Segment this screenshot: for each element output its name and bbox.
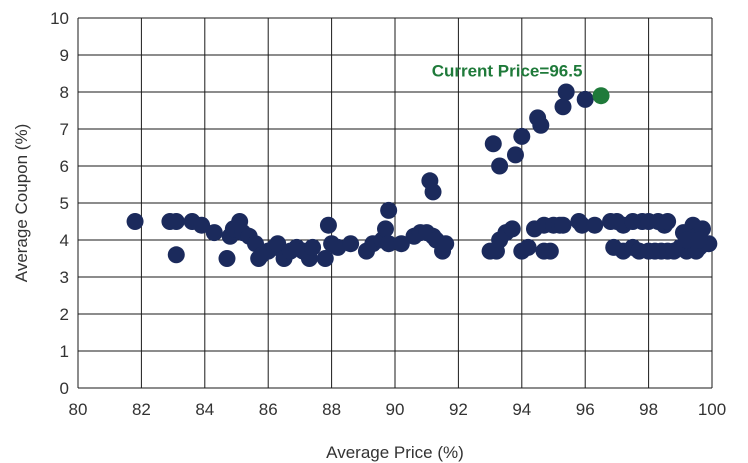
- data-point: [424, 183, 442, 201]
- y-axis-title: Average Coupon (%): [12, 124, 31, 282]
- data-point: [304, 238, 322, 256]
- data-point: [167, 246, 185, 264]
- x-tick-label: 80: [69, 400, 88, 419]
- grid: [77, 17, 713, 389]
- data-point: [554, 98, 572, 116]
- data-point: [576, 90, 594, 108]
- x-tick-label: 96: [576, 400, 595, 419]
- data-point: [437, 235, 455, 253]
- data-point: [218, 250, 236, 267]
- data-point: [541, 242, 559, 260]
- data-point: [126, 213, 144, 230]
- data-point: [269, 235, 287, 253]
- data-point: [193, 216, 211, 234]
- data-point: [513, 127, 531, 145]
- y-tick-label: 4: [60, 231, 69, 250]
- x-tick-label: 98: [639, 400, 658, 419]
- x-tick-label: 92: [449, 400, 468, 419]
- y-tick-label: 6: [60, 157, 69, 176]
- y-tick-label: 2: [60, 305, 69, 324]
- data-points: [126, 83, 718, 267]
- data-point: [319, 216, 337, 234]
- y-tick-label: 8: [60, 83, 69, 102]
- y-tick-label: 3: [60, 268, 69, 287]
- y-tick-label: 1: [60, 342, 69, 361]
- data-point: [506, 146, 524, 164]
- data-point: [678, 231, 696, 249]
- data-point: [167, 213, 185, 230]
- current-price-point: [592, 87, 610, 105]
- data-point: [557, 83, 575, 101]
- data-point: [484, 135, 502, 153]
- x-tick-label: 86: [259, 400, 278, 419]
- x-axis-title: Average Price (%): [326, 443, 464, 462]
- data-point: [503, 220, 521, 238]
- data-point: [573, 216, 591, 234]
- tick-labels: 80 82 84 86 88 90 92 94 96 98 100 0 1 2 3 4 5 6 7 8 9 10: [50, 9, 726, 419]
- data-point: [205, 224, 223, 242]
- x-tick-label: 82: [132, 400, 151, 419]
- data-point: [342, 235, 360, 253]
- data-point: [392, 235, 410, 253]
- x-tick-label: 100: [698, 400, 726, 419]
- data-point: [659, 213, 677, 230]
- data-point: [586, 216, 604, 234]
- data-point: [690, 231, 708, 249]
- data-point: [380, 235, 398, 253]
- y-tick-label: 10: [50, 9, 69, 28]
- highlight-layer: Current Price=96.5: [432, 62, 610, 105]
- y-tick-label: 0: [60, 379, 69, 398]
- data-point: [316, 250, 334, 267]
- data-point: [376, 220, 394, 238]
- x-tick-label: 88: [322, 400, 341, 419]
- y-tick-label: 7: [60, 120, 69, 139]
- y-tick-label: 5: [60, 194, 69, 213]
- data-point: [532, 116, 550, 134]
- data-point: [491, 157, 509, 175]
- x-tick-label: 94: [512, 400, 531, 419]
- data-point: [380, 201, 398, 219]
- y-tick-label: 9: [60, 46, 69, 65]
- x-tick-label: 90: [386, 400, 405, 419]
- data-point: [519, 238, 537, 256]
- current-price-annotation: Current Price=96.5: [432, 62, 583, 81]
- x-tick-label: 84: [195, 400, 214, 419]
- data-point: [554, 216, 572, 234]
